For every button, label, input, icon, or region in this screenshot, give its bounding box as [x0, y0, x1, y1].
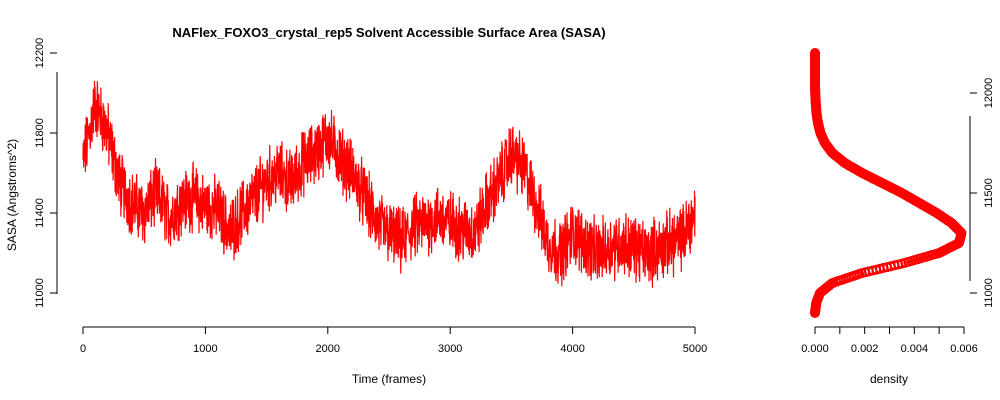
x-axis-title: Time (frames) — [352, 372, 426, 386]
x-tick-label: 1000 — [193, 343, 217, 355]
y-tick-label: 12200 — [34, 38, 46, 69]
density-x-tick-label: 0.004 — [901, 343, 929, 355]
y-tick-label: 11800 — [34, 118, 46, 148]
y-axis-ticks: 11000 11400 11800 12200 — [34, 38, 57, 308]
density-x-axis-title: density — [870, 372, 908, 386]
x-tick-label: 4000 — [560, 343, 584, 355]
density-x-tick-label: 0.000 — [801, 343, 829, 355]
x-axis-ticks: 0 1000 2000 3000 4000 5000 — [80, 327, 707, 355]
main-plot: 0 1000 2000 3000 4000 5000 11000 11400 11800 122… — [5, 38, 707, 386]
y-tick-label: 11400 — [34, 198, 46, 228]
density-points — [810, 48, 967, 318]
x-tick-label: 3000 — [438, 343, 462, 355]
x-tick-label: 2000 — [316, 343, 340, 355]
density-y-tick-label: 12000 — [983, 78, 995, 109]
density-y-tick-label: 11000 — [983, 278, 995, 308]
y-tick-label: 11000 — [34, 278, 46, 308]
density-y-axis-ticks: 11000 11500 12000 — [970, 78, 995, 308]
density-x-tick-label: 0.002 — [851, 343, 879, 355]
sasa-series-line — [82, 80, 696, 288]
density-y-tick-label: 11500 — [983, 178, 995, 208]
density-plot: 0.000 0.002 0.004 0.006 11000 11500 12000 den… — [801, 48, 995, 386]
density-point — [810, 48, 820, 58]
chart-title: NAFlex_FOXO3_crystal_rep5 Solvent Access… — [172, 25, 605, 40]
x-tick-label: 0 — [80, 343, 86, 355]
y-axis-title: SASA (Angstroms^2) — [5, 139, 19, 251]
density-x-tick-label: 0.006 — [950, 343, 978, 355]
density-x-axis-ticks: 0.000 0.002 0.004 0.006 — [801, 327, 978, 355]
x-tick-label: 5000 — [683, 343, 707, 355]
